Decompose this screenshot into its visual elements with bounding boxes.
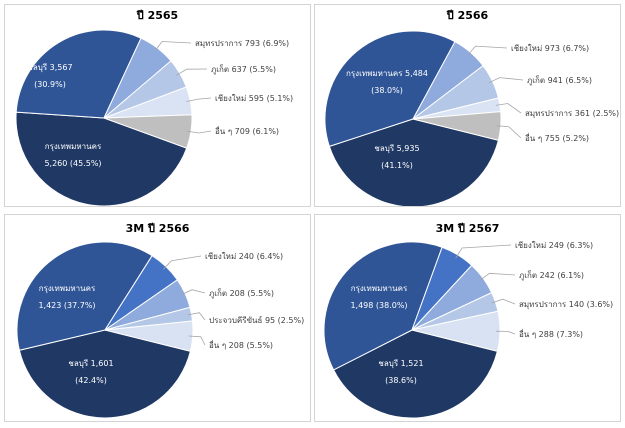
chart-title: 3M ปี 2567 — [436, 222, 500, 235]
slice-outside-label: เชียงใหม่ 973 (6.7%) — [511, 44, 589, 53]
slice-outside-label: สมุทรปราการ 793 (6.9%) — [195, 39, 289, 48]
chart-title: 3M ปี 2566 — [126, 222, 190, 235]
slice-inside-label: (38.6%) — [385, 376, 417, 385]
chart-title: ปี 2565 — [136, 9, 179, 22]
slice-inside-label: กรุงเทพมหานคร — [45, 142, 102, 151]
slice-outside-label: สมุทรปราการ 361 (2.5%) — [525, 109, 619, 118]
slice-outside-label: อื่น ๆ 709 (6.1%) — [215, 125, 279, 136]
pie-chart: ปี 2566 กรุงเทพมหานคร 5,484 (38.0%) ชลบุรี … — [324, 9, 619, 206]
slice-inside-label: (41.1%) — [381, 161, 413, 170]
slice-outside-label: อื่น ๆ 288 (7.3%) — [519, 328, 583, 339]
slice-inside-label: กรุงเทพมหานคร — [351, 284, 408, 293]
leader-line — [488, 77, 524, 84]
slice-inside-label: 5,260 (45.5%) — [44, 159, 101, 168]
pie-slice — [332, 329, 498, 419]
slice-inside-label: (42.4%) — [75, 376, 107, 385]
slice-inside-label: (38.0%) — [371, 86, 403, 95]
slice-outside-label: ภูเก็ต 637 (5.5%) — [211, 64, 276, 75]
leader-line — [176, 68, 208, 76]
leader-line — [491, 298, 516, 305]
slice-outside-label: เชียงใหม่ 240 (6.4%) — [205, 252, 283, 261]
chart-panel-3m-2566: 3M ปี 2566 กรุงเทพมหานคร 1,423 (37.7%) ชลบุ… — [4, 214, 311, 422]
leader-line — [495, 103, 522, 114]
chart-panel-2566: ปี 2566 กรุงเทพมหานคร 5,484 (38.0%) ชลบุรี … — [314, 4, 621, 207]
slice-outside-label: สมุทรปราการ 140 (3.6%) — [519, 300, 613, 309]
pie-slice — [324, 30, 456, 148]
slice-outside-label: ภูเก็ต 941 (6.5%) — [527, 75, 592, 86]
chart-panel-2565: ปี 2565 ชลบุรี 3,567 (30.9%) กรุงเทพมหานคร 5… — [4, 4, 311, 207]
chart-title: ปี 2566 — [446, 9, 489, 22]
slice-inside-label: (30.9%) — [34, 80, 66, 89]
chart-panel-3m-2567: 3M ปี 2567 กรุงเทพมหานคร 1,498 (38.0%) ชลบุ… — [314, 214, 621, 422]
slice-outside-label: เชียงใหม่ 249 (6.3%) — [515, 241, 593, 250]
leader-line — [186, 130, 212, 134]
slice-outside-label: อื่น ๆ 208 (5.5%) — [209, 339, 273, 350]
pie-slice — [16, 241, 153, 351]
slice-inside-label: 1,498 (38.0%) — [350, 301, 407, 310]
slice-outside-label: ประจวบคีรีขันธ์ 95 (2.5%) — [209, 315, 304, 325]
pie-chart: 3M ปี 2566 กรุงเทพมหานคร 1,423 (37.7%) ชลบุ… — [16, 222, 304, 419]
leader-line — [181, 289, 206, 296]
slice-outside-label: อื่น ๆ 755 (5.2%) — [525, 132, 589, 143]
slice-inside-label: ชลบุรี 1,601 — [68, 359, 113, 368]
slice-outside-label: เชียงใหม่ 595 (5.1%) — [215, 94, 293, 103]
pie-slice — [328, 118, 499, 206]
leader-line — [479, 272, 516, 281]
leader-line — [162, 255, 202, 270]
pie-chart: 3M ปี 2567 กรุงเทพมหานคร 1,498 (38.0%) ชลบุ… — [323, 222, 613, 419]
slice-outside-label: ภูเก็ต 242 (6.1%) — [519, 270, 584, 281]
slice-outside-label: ภูเก็ต 208 (5.5%) — [209, 288, 274, 299]
pie-slice — [15, 29, 142, 119]
leader-line — [495, 330, 516, 335]
pie-chart: ปี 2565 ชลบุรี 3,567 (30.9%) กรุงเทพมหานคร 5… — [15, 9, 293, 206]
slice-inside-label: ชลบุรี 3,567 — [27, 63, 72, 72]
slice-inside-label: กรุงเทพมหานคร 5,484 — [346, 69, 428, 78]
slice-inside-label: ชลบุรี 5,935 — [374, 144, 419, 153]
pie-slice — [18, 329, 191, 419]
leader-line — [154, 41, 192, 52]
leader-line — [455, 244, 512, 259]
leader-line — [188, 335, 206, 346]
leader-line — [467, 45, 508, 56]
slice-inside-label: ชลบุรี 1,521 — [378, 359, 423, 368]
pie-slice — [15, 111, 188, 206]
slice-inside-label: 1,423 (37.7%) — [38, 301, 95, 310]
leader-line — [186, 97, 212, 102]
pie-slice — [323, 241, 443, 371]
slice-inside-label: กรุงเทพมหานคร — [39, 284, 96, 293]
leader-line — [496, 125, 522, 139]
leader-line — [187, 312, 206, 321]
